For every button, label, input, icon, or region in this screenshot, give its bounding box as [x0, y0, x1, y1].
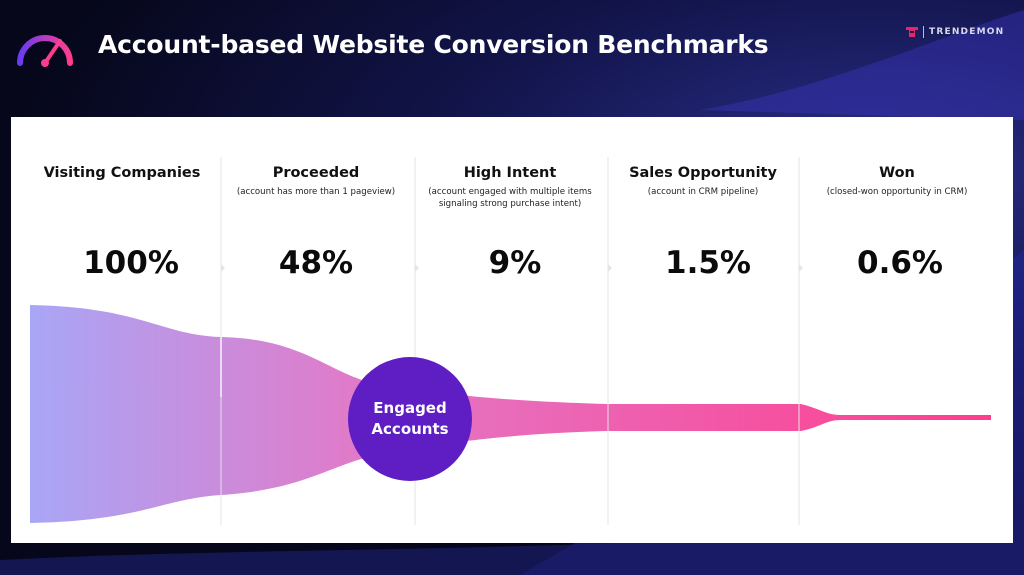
stage-subtitle: (account has more than 1 pageview) [236, 187, 396, 197]
value-high-intent: 9% [488, 245, 542, 281]
stage-visiting-companies: Visiting Companies [24, 165, 220, 181]
stage-title: Won [879, 165, 915, 181]
stage-high-intent: High Intent (account engaged with multip… [412, 165, 608, 210]
badge-label: Engaged Accounts [371, 399, 449, 438]
funnel-chart [30, 157, 991, 525]
funnel-shape [30, 305, 991, 523]
stage-arrows [221, 264, 803, 272]
chart-panel: Visiting Companies Proceeded (account ha… [11, 117, 1013, 543]
engaged-accounts-badge: Engaged Accounts [348, 357, 472, 481]
brand-name: TRENDEMON [929, 27, 1005, 37]
brand-logo: TRENDEMON [905, 25, 1004, 39]
value-won: 0.6% [857, 245, 943, 281]
stage-proceeded: Proceeded (account has more than 1 pagev… [218, 165, 414, 198]
stage-title: Sales Opportunity [629, 165, 777, 181]
page-title: Account-based Website Conversion Benchma… [98, 30, 769, 59]
stage-title: Visiting Companies [43, 165, 201, 181]
brand-divider [923, 26, 924, 38]
stage-won: Won (closed-won opportunity in CRM) [799, 165, 995, 198]
value-visiting-companies: 100% [83, 245, 179, 281]
trendemon-logo-icon [906, 27, 918, 37]
stage-title: Proceeded [272, 165, 360, 181]
value-sales-opportunity: 1.5% [665, 245, 751, 281]
stage-subtitle: (closed-won opportunity in CRM) [826, 187, 968, 197]
stage-subtitle: (account in CRM pipeline) [647, 187, 759, 197]
stage-subtitle: (account engaged with multiple items sig… [428, 187, 592, 209]
stage-title: High Intent [463, 165, 557, 181]
speedometer-icon [17, 35, 73, 67]
value-proceeded: 48% [278, 245, 354, 281]
stage-sales-opportunity: Sales Opportunity (account in CRM pipeli… [605, 165, 801, 198]
